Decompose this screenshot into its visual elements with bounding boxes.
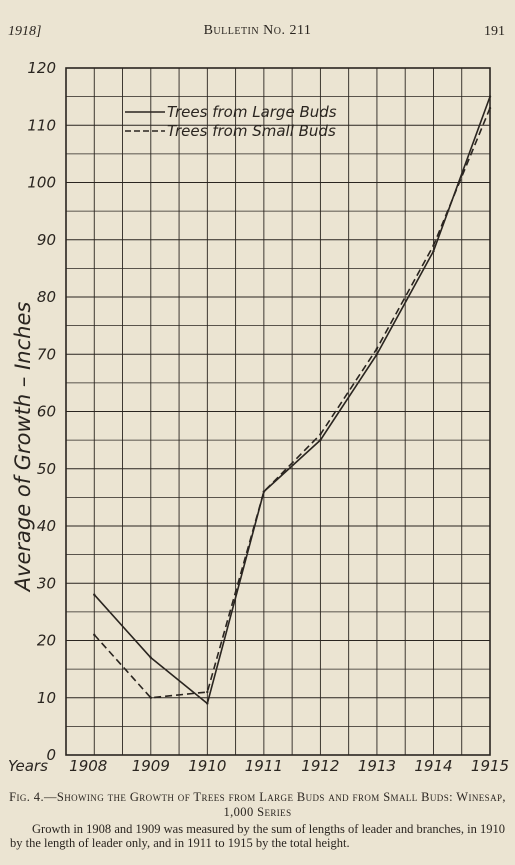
data-point (206, 702, 209, 705)
x-tick-label: 1909 (132, 757, 170, 775)
data-point (149, 656, 152, 659)
figure-caption: Fig. 4.—Showing the Growth of Trees from… (9, 790, 506, 819)
data-point (149, 696, 152, 699)
x-tick-label: 1910 (188, 757, 226, 775)
data-point (488, 106, 492, 110)
y-tick-label: 70 (37, 345, 56, 363)
series-line-small-buds (93, 107, 491, 699)
y-tick-label: 100 (27, 174, 56, 192)
y-tick-label: 110 (27, 116, 56, 134)
x-tick-label: 1914 (414, 757, 452, 775)
y-tick-label: 120 (27, 59, 56, 77)
data-point (319, 433, 322, 436)
legend-label: Trees from Large Buds (167, 103, 337, 121)
y-axis-label: Average of Growth – Inches (11, 302, 35, 594)
y-tick-label: 0 (46, 746, 56, 764)
header-date: 1918] (8, 24, 42, 39)
series-line-large-buds (93, 96, 491, 705)
growth-chart: 0 10 20 30 40 50 60 70 80 90 100 110 120 1908 1909 1910… (8, 59, 509, 775)
x-tick-label: 1908 (69, 757, 107, 775)
data-point (375, 347, 379, 350)
data-point (93, 633, 96, 636)
legend-label: Trees from Small Buds (167, 122, 336, 140)
x-tick-label: 1911 (245, 757, 283, 775)
header-bulletin: Bulletin No. 211 (203, 23, 312, 38)
data-point (432, 244, 435, 247)
plot-frame (65, 67, 491, 756)
page-header: 1918] Bulletin No. 211 191 (0, 0, 515, 42)
data-point (206, 690, 209, 694)
y-tick-label: 90 (37, 231, 56, 249)
data-point (488, 95, 492, 98)
page-number: 191 (484, 24, 505, 39)
y-tick-label: 30 (37, 574, 56, 592)
y-tick-label: 80 (37, 288, 56, 306)
y-tick-label: 20 (37, 632, 56, 650)
y-tick-label: 50 (37, 460, 56, 478)
x-axis-label: Years (8, 757, 48, 775)
data-point (432, 250, 435, 253)
y-tick-label: 60 (37, 403, 56, 421)
x-tick-label: 1913 (358, 757, 396, 775)
figure-note: Growth in 1908 and 1909 was measured by … (10, 822, 505, 850)
data-point (319, 438, 322, 442)
y-tick-label: 40 (37, 517, 56, 535)
y-tick-label: 10 (37, 689, 56, 707)
x-tick-label: 1915 (471, 757, 509, 775)
data-point (375, 353, 379, 356)
data-point (262, 490, 266, 493)
data-point (93, 593, 96, 596)
x-tick-label: 1912 (301, 757, 339, 775)
